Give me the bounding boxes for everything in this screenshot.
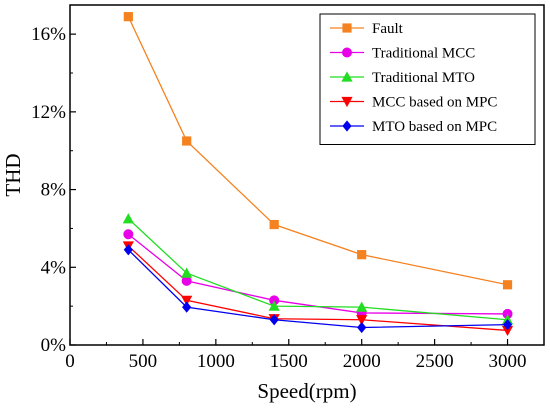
- data-point: [268, 300, 280, 311]
- legend-label: MCC based on MPC: [372, 95, 497, 111]
- legend-box: [319, 13, 536, 145]
- data-point: [502, 319, 513, 331]
- data-point: [181, 295, 193, 306]
- series-line-mcc-based-on-mpc: [127, 245, 508, 332]
- data-point: [502, 308, 513, 319]
- data-point: [357, 321, 367, 334]
- x-tick-label: 2500: [416, 351, 454, 372]
- data-point: [123, 244, 133, 256]
- y-tick-label: 4%: [41, 257, 67, 278]
- y-tick-label: 12%: [31, 102, 66, 123]
- series-layer: [122, 12, 514, 337]
- data-point: [182, 136, 192, 146]
- legend-marker: [342, 120, 352, 132]
- data-point: [269, 219, 279, 230]
- x-tick-label: 500: [129, 351, 158, 372]
- x-tick-label: 1000: [197, 351, 235, 372]
- x-tick-label: 0: [65, 351, 75, 372]
- data-point: [357, 250, 367, 260]
- series-mcc-based-on-mpc: [122, 241, 514, 337]
- legend-marker: [342, 23, 352, 33]
- legend-marker: [341, 96, 353, 108]
- legend-marker: [341, 71, 353, 82]
- y-tick-label: 0%: [41, 335, 67, 356]
- data-point: [181, 275, 192, 286]
- y-axis-label: THD: [1, 153, 25, 196]
- data-point: [269, 314, 279, 326]
- data-point: [123, 12, 133, 22]
- data-point: [122, 213, 134, 224]
- y-tick-label: 16%: [31, 24, 66, 45]
- axes-layer: 0 500 1000 1500 2000 2500 3000 0% 4% 8% 12% 16%: [31, 24, 526, 372]
- x-tick-label: 2000: [343, 351, 381, 372]
- x-axis-label: Speed(rpm): [257, 379, 356, 403]
- legend-marker: [342, 47, 352, 58]
- plot-frame: [69, 4, 545, 346]
- legend-label: Fault: [372, 21, 404, 37]
- data-point: [501, 325, 514, 337]
- legend: Fault Traditional MCC Traditional MTO MCC b…: [319, 13, 536, 145]
- data-point: [269, 295, 280, 306]
- data-point: [356, 315, 368, 326]
- series-fault: [123, 12, 513, 290]
- series-traditional-mto: [122, 213, 514, 325]
- data-point: [356, 301, 368, 312]
- legend-label: MTO based on MPC: [372, 119, 497, 135]
- data-point: [181, 267, 193, 278]
- data-point: [182, 301, 192, 313]
- series-mto-based-on-mpc: [123, 244, 513, 334]
- x-tick-label: 3000: [489, 351, 527, 372]
- data-point: [123, 229, 134, 240]
- x-tick-label: 1500: [270, 351, 308, 372]
- legend-label: Traditional MTO: [372, 70, 475, 86]
- data-point: [502, 280, 513, 290]
- series-line-mto-based-on-mpc: [127, 249, 508, 329]
- y-tick-label: 8%: [41, 180, 67, 201]
- legend-label: Traditional MCC: [372, 46, 475, 62]
